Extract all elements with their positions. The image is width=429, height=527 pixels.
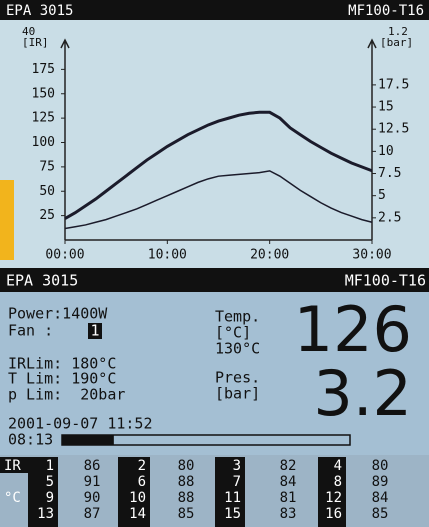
sensor-value: 88: [178, 490, 195, 506]
sensor-value: 82: [280, 458, 297, 474]
sensor-value: 80: [178, 458, 195, 474]
y-tick-label: 50: [39, 184, 55, 199]
sensor-value: 87: [84, 506, 101, 522]
fan-value: 1: [90, 322, 99, 340]
y-tick-label: 100: [32, 135, 55, 150]
progress-fill: [62, 435, 114, 445]
sensor-value: 84: [372, 490, 389, 506]
sensor-id: 4: [334, 458, 342, 474]
sensor-value: 86: [84, 458, 101, 474]
y2-tick-label: 17.5: [378, 77, 409, 92]
y2-tick-label: 5: [378, 188, 386, 203]
y-tick-label: 150: [32, 86, 55, 101]
x-tick-label: 30:00: [352, 248, 391, 263]
sensor-id: 5: [46, 474, 54, 490]
temp-set: 130°C: [215, 340, 260, 358]
sensor-id: 9: [46, 490, 54, 506]
y-tick-label: 25: [39, 208, 55, 223]
sensor-id: 8: [334, 474, 342, 490]
sensor-id: 10: [129, 490, 146, 506]
power: Power:1400W: [8, 305, 108, 323]
sensor-id: 2: [138, 458, 146, 474]
pres-unit: [bar]: [215, 385, 260, 403]
sensor-value: 85: [372, 506, 389, 522]
sensor-id: 13: [37, 506, 54, 522]
header-left: EPA 3015: [6, 3, 73, 19]
sensor-id: 1: [46, 458, 54, 474]
sensor-id: 11: [224, 490, 241, 506]
sensor-value: 80: [372, 458, 389, 474]
x-tick-label: 20:00: [250, 248, 289, 263]
y-tick-label: 125: [32, 111, 55, 126]
y-tick-label: 175: [32, 62, 55, 77]
y2-tick-label: 2.5: [378, 210, 401, 225]
x-tick-label: 10:00: [148, 248, 187, 263]
y2-label: [bar]: [380, 36, 413, 49]
row-label: IR: [4, 458, 21, 474]
x-tick-label: 00:00: [45, 248, 84, 263]
sensor-id: 7: [233, 474, 241, 490]
row-label: °C: [4, 490, 21, 506]
y-tick-label: 75: [39, 159, 55, 174]
y2-tick-label: 10: [378, 144, 394, 159]
temp-value: 126: [294, 293, 412, 366]
sensor-value: 81: [280, 490, 297, 506]
sensor-id: 6: [138, 474, 146, 490]
sensor-value: 83: [280, 506, 297, 522]
elapsed: 08:13: [8, 431, 53, 449]
sensor-id: 15: [224, 506, 241, 522]
fan-label: Fan :: [8, 322, 53, 340]
y2-tick-label: 7.5: [378, 166, 401, 181]
sensor-value: 91: [84, 474, 101, 490]
table-area: [0, 455, 429, 527]
page: {"chart_data":{"type":"line","header_lef…: [0, 0, 429, 527]
sensor-value: 89: [372, 474, 389, 490]
p-lim: p Lim: 20bar: [8, 386, 125, 404]
screen: EPA 3015 MF100-T16 40 [IR] 1.2 [bar] EPA…: [0, 0, 429, 527]
sensor-id: 12: [325, 490, 342, 506]
header-right-2: MF100-T16: [345, 272, 426, 290]
y2-tick-label: 15: [378, 100, 394, 115]
sensor-id: 14: [129, 506, 146, 522]
sensor-value: 84: [280, 474, 297, 490]
yellow-edge: [0, 180, 14, 260]
sensor-value: 90: [84, 490, 101, 506]
sensor-id: 16: [325, 506, 342, 522]
y-label: [IR]: [22, 36, 49, 49]
header-right: MF100-T16: [348, 3, 424, 19]
pres-value: 3.2: [313, 357, 412, 430]
sensor-value: 85: [178, 506, 195, 522]
y2-tick-label: 12.5: [378, 122, 409, 137]
header-left-2: EPA 3015: [6, 272, 78, 290]
sensor-value: 88: [178, 474, 195, 490]
sensor-id: 3: [233, 458, 241, 474]
